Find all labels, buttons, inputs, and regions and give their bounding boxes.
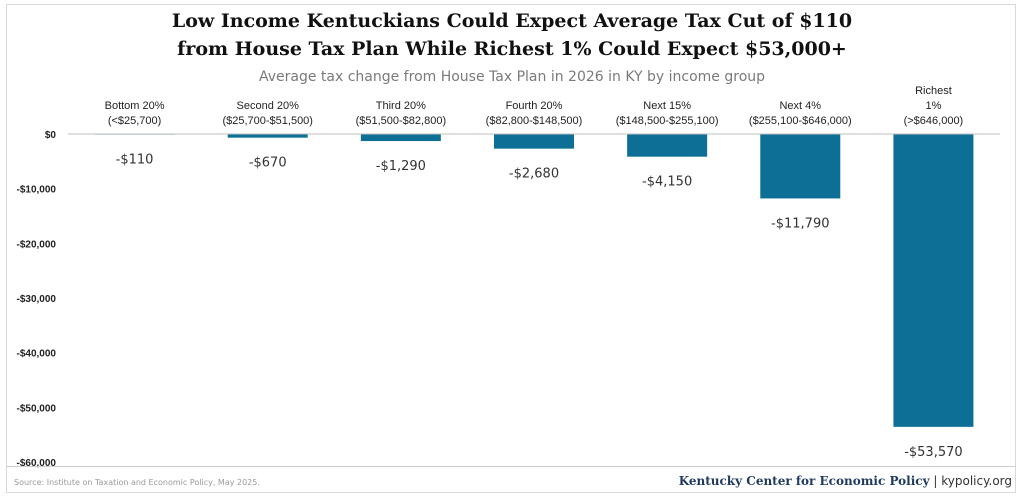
category-label: ($51,500-$82,800) <box>356 115 447 127</box>
category-label: Second 20% <box>237 100 300 112</box>
chart-title-line-2: from House Tax Plan While Richest 1% Cou… <box>177 38 847 60</box>
bar <box>627 134 708 157</box>
y-tick-label: $0 <box>45 130 57 141</box>
bar <box>494 134 574 149</box>
category-label: (>$646,000) <box>904 115 964 127</box>
bar <box>227 134 308 138</box>
category-label: ($255,100-$646,000) <box>749 115 852 127</box>
org-url[interactable]: kypolicy.org <box>941 474 1012 488</box>
data-label: -$11,790 <box>771 216 829 231</box>
category-label: (<$25,700) <box>108 115 162 127</box>
footer-divider <box>6 466 1016 467</box>
chart-frame <box>6 4 1016 493</box>
chart-title-line-1: Low Income Kentuckians Could Expect Aver… <box>171 10 853 32</box>
category-label: Fourth 20% <box>506 100 563 112</box>
category-label: ($25,700-$51,500) <box>222 115 313 127</box>
data-label: -$2,680 <box>509 167 559 182</box>
category-label: Third 20% <box>376 100 426 112</box>
org-name: Kentucky Center for Economic Policy <box>678 474 930 488</box>
source-note: Source: Institute on Taxation and Econom… <box>14 478 260 487</box>
bar <box>893 134 974 427</box>
y-tick-label: -$60,000 <box>17 458 57 469</box>
category-label: Next 4% <box>779 100 821 112</box>
category-label: ($148,500-$255,100) <box>616 115 719 127</box>
y-tick-label: -$30,000 <box>17 294 57 305</box>
y-tick-label: -$10,000 <box>17 185 57 196</box>
data-label: -$110 <box>116 153 154 168</box>
category-label: Bottom 20% <box>105 100 165 112</box>
data-label: -$53,570 <box>904 445 962 460</box>
bar <box>360 134 441 142</box>
bar <box>760 134 841 199</box>
y-tick-label: -$50,000 <box>17 403 57 414</box>
chart-subtitle: Average tax change from House Tax Plan i… <box>258 69 766 85</box>
data-label: -$1,290 <box>376 159 426 174</box>
category-label: 1% <box>925 100 941 112</box>
category-label: Richest <box>915 85 952 97</box>
y-tick-label: -$20,000 <box>17 239 57 250</box>
category-label: Next 15% <box>643 100 691 112</box>
brand-separator: | <box>933 474 938 488</box>
category-label: ($82,800-$148,500) <box>486 115 583 127</box>
y-tick-label: -$40,000 <box>17 349 57 360</box>
data-label: -$670 <box>249 156 287 171</box>
brand-footer: Kentucky Center for Economic Policy | ky… <box>679 474 1012 488</box>
data-label: -$4,150 <box>642 175 692 190</box>
